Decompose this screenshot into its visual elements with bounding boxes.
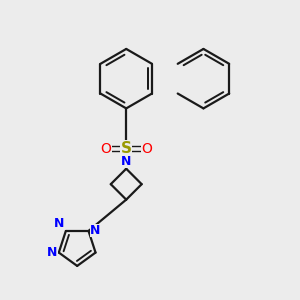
Text: O: O — [100, 142, 111, 155]
Text: S: S — [121, 141, 132, 156]
Text: O: O — [141, 142, 152, 155]
Text: N: N — [121, 154, 131, 167]
Text: N: N — [47, 246, 58, 259]
Text: N: N — [90, 224, 101, 237]
Text: N: N — [54, 217, 64, 230]
